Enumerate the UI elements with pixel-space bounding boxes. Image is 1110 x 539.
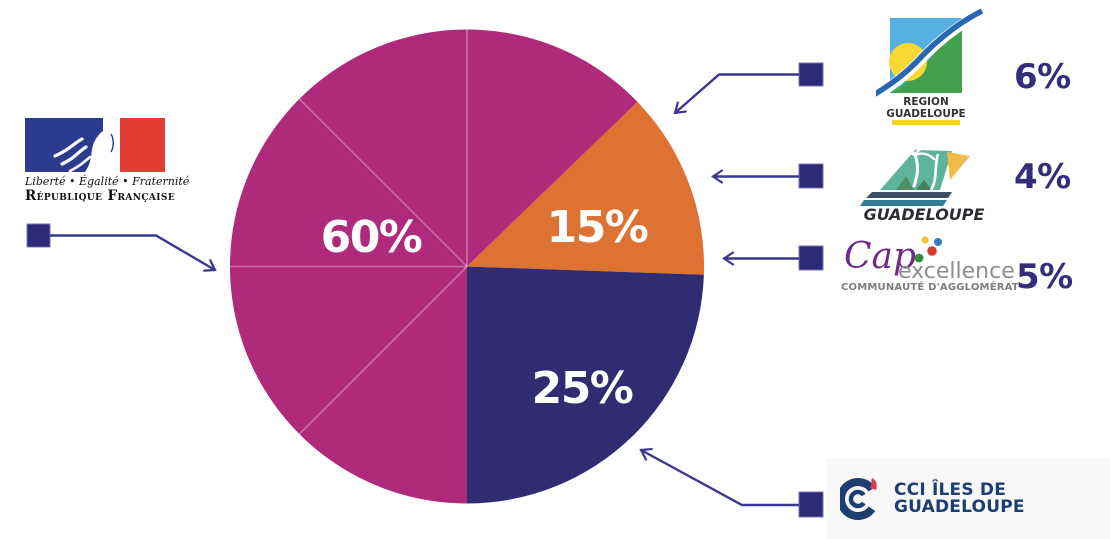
connector-square-cci	[798, 491, 824, 518]
pie-slice-collectivites	[467, 101, 705, 275]
pie-slice-republique-francaise	[229, 29, 638, 504]
cci-line1: CCI ÎLES DE	[894, 480, 1007, 500]
logo-republique-francaise: Liberté • Égalité • Fraternité Républiqu…	[25, 118, 190, 204]
connector-square-cap-excellence	[798, 245, 824, 271]
cap-dot-yellow	[921, 236, 929, 244]
pie-label-15: 15%	[547, 202, 648, 253]
logo-cci-guadeloupe: CCI ÎLES DE GUADELOUPE	[826, 458, 1110, 539]
pie-sub-dividers	[230, 29, 468, 435]
cap-excellence-word: excellence	[898, 259, 1015, 284]
logo-region-guadeloupe: REGION GUADELOUPE	[876, 6, 996, 126]
logo-departement-guadeloupe: GUADELOUPE	[852, 140, 987, 225]
cap-dot-green	[914, 253, 924, 263]
arrow-region-to-pie	[673, 73, 799, 115]
region-name-line1: REGION	[903, 96, 949, 108]
connector-square-region	[798, 62, 824, 87]
rf-motto: Liberté • Égalité • Fraternité	[25, 175, 190, 188]
percent-region-guadeloupe: 6%	[1014, 57, 1071, 97]
arrow-cci-to-pie	[639, 447, 799, 507]
arrow-republique-to-pie	[50, 234, 217, 272]
cci-text: CCI ÎLES DE GUADELOUPE	[894, 482, 1025, 515]
percent-cap-excellence: 5%	[1016, 257, 1073, 297]
pie-label-60: 60%	[321, 212, 422, 263]
cap-excellence-icon: Cap excellence COMMUNAUTÉ D'AGGLOMÉRATIO…	[841, 236, 1018, 293]
cap-dot-blue	[934, 238, 942, 246]
cap-dot-red	[927, 246, 937, 256]
departement-guadeloupe-icon: GUADELOUPE	[860, 146, 985, 224]
pie-label-25: 25%	[532, 363, 633, 414]
cci-line2: GUADELOUPE	[894, 496, 1025, 517]
pie-slice-cci	[467, 266, 704, 504]
region-guadeloupe-icon: REGION GUADELOUPE	[876, 8, 985, 125]
percent-departement-guadeloupe: 4%	[1014, 157, 1071, 197]
cap-subtitle: COMMUNAUTÉ D'AGGLOMÉRATION	[841, 280, 1018, 293]
departement-name: GUADELOUPE	[864, 205, 985, 224]
rf-name: République Française	[25, 188, 176, 204]
connector-square-departement	[798, 163, 824, 189]
french-flag-marianne-icon	[25, 118, 165, 172]
region-name-line2: GUADELOUPE	[886, 108, 965, 120]
logo-cap-excellence: Cap excellence COMMUNAUTÉ D'AGGLOMÉRATIO…	[838, 232, 1018, 296]
cci-emblem-icon	[840, 477, 877, 520]
connector-square-republique	[26, 223, 51, 248]
cap-script-text: Cap	[844, 236, 916, 277]
